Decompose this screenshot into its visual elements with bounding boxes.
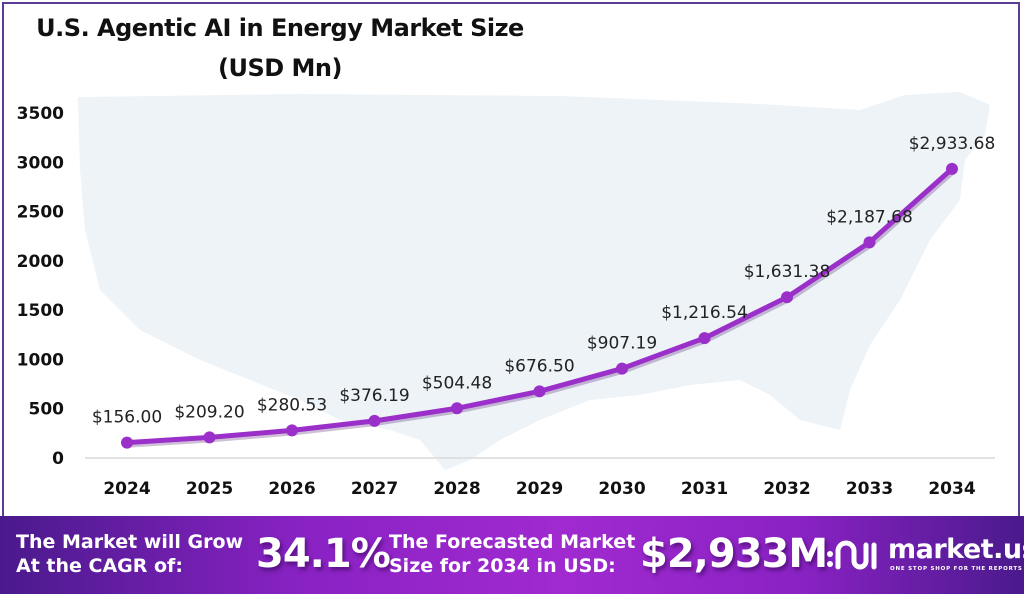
- data-label: $209.20: [174, 402, 244, 422]
- data-point: [451, 402, 463, 415]
- forecast-caption: The Forecasted Market Size for 2034 in U…: [389, 530, 635, 578]
- x-tick-label: 2033: [846, 479, 893, 499]
- x-tick-label: 2030: [598, 479, 645, 499]
- x-tick-label: 2031: [681, 479, 728, 499]
- cagr-caption-line1: The Market will Grow: [16, 531, 244, 553]
- data-label: $2,933.68: [909, 134, 996, 154]
- data-point: [121, 436, 133, 449]
- x-tick-label: 2034: [928, 479, 975, 499]
- logo-wordmark: market.us: [888, 534, 1024, 565]
- cagr-caption-line2: At the CAGR of:: [16, 555, 183, 577]
- y-tick-label: 3500: [17, 104, 64, 124]
- data-label: $1,631.38: [744, 262, 831, 282]
- x-tick-label: 2025: [186, 479, 233, 499]
- x-tick-label: 2026: [268, 479, 315, 499]
- data-label: $280.53: [257, 395, 327, 415]
- cagr-value: 34.1%: [256, 531, 391, 577]
- data-point: [368, 414, 381, 427]
- logo-tagline: ONE STOP SHOP FOR THE REPORTS: [890, 566, 1023, 572]
- data-label: $676.50: [504, 356, 574, 376]
- data-point: [781, 291, 793, 304]
- x-tick-label: 2032: [763, 479, 810, 499]
- forecast-caption-line2: Size for 2034 in USD:: [389, 555, 616, 577]
- data-label: $907.19: [587, 334, 657, 354]
- data-point: [698, 332, 711, 345]
- y-tick-label: 2000: [17, 252, 64, 272]
- market-us-logo: market.us ONE STOP SHOP FOR THE REPORTS: [826, 534, 1024, 578]
- y-tick-label: 2500: [17, 203, 64, 223]
- x-tick-label: 2027: [351, 479, 398, 499]
- forecast-caption-line1: The Forecasted Market: [389, 531, 636, 553]
- y-tick-label: 3000: [17, 153, 64, 173]
- us-map-background: [78, 92, 990, 470]
- data-label: $376.19: [339, 386, 409, 406]
- y-tick-label: 1500: [17, 301, 64, 321]
- y-tick-label: 500: [29, 400, 65, 420]
- data-point: [533, 385, 546, 398]
- line-chart: 0 500 1000 1500 2000 2500 3000 3500 2024 2025 2026…: [17, 92, 996, 499]
- chart-subtitle: (USD Mn): [218, 54, 342, 82]
- y-tick-label: 0: [52, 449, 64, 469]
- forecast-value: $2,933M: [640, 531, 828, 577]
- x-tick-label: 2028: [433, 479, 480, 499]
- data-label: $2,187.68: [826, 207, 913, 227]
- x-tick-label: 2024: [103, 479, 150, 499]
- data-label: $504.48: [422, 373, 492, 393]
- chart-title: U.S. Agentic AI in Energy Market Size: [36, 14, 524, 42]
- cagr-caption: The Market will Grow At the CAGR of:: [16, 530, 243, 578]
- data-label: $1,216.54: [661, 303, 748, 323]
- data-point: [946, 162, 958, 175]
- y-tick-label: 1000: [17, 350, 64, 370]
- data-point: [863, 236, 876, 249]
- data-point: [616, 362, 628, 375]
- data-label: $156.00: [92, 408, 162, 428]
- data-point: [203, 431, 216, 444]
- x-tick-label: 2029: [516, 479, 563, 499]
- data-point: [286, 424, 298, 437]
- summary-banner: The Market will Grow At the CAGR of: 34.…: [0, 516, 1024, 594]
- market-us-logo-icon: [827, 540, 877, 570]
